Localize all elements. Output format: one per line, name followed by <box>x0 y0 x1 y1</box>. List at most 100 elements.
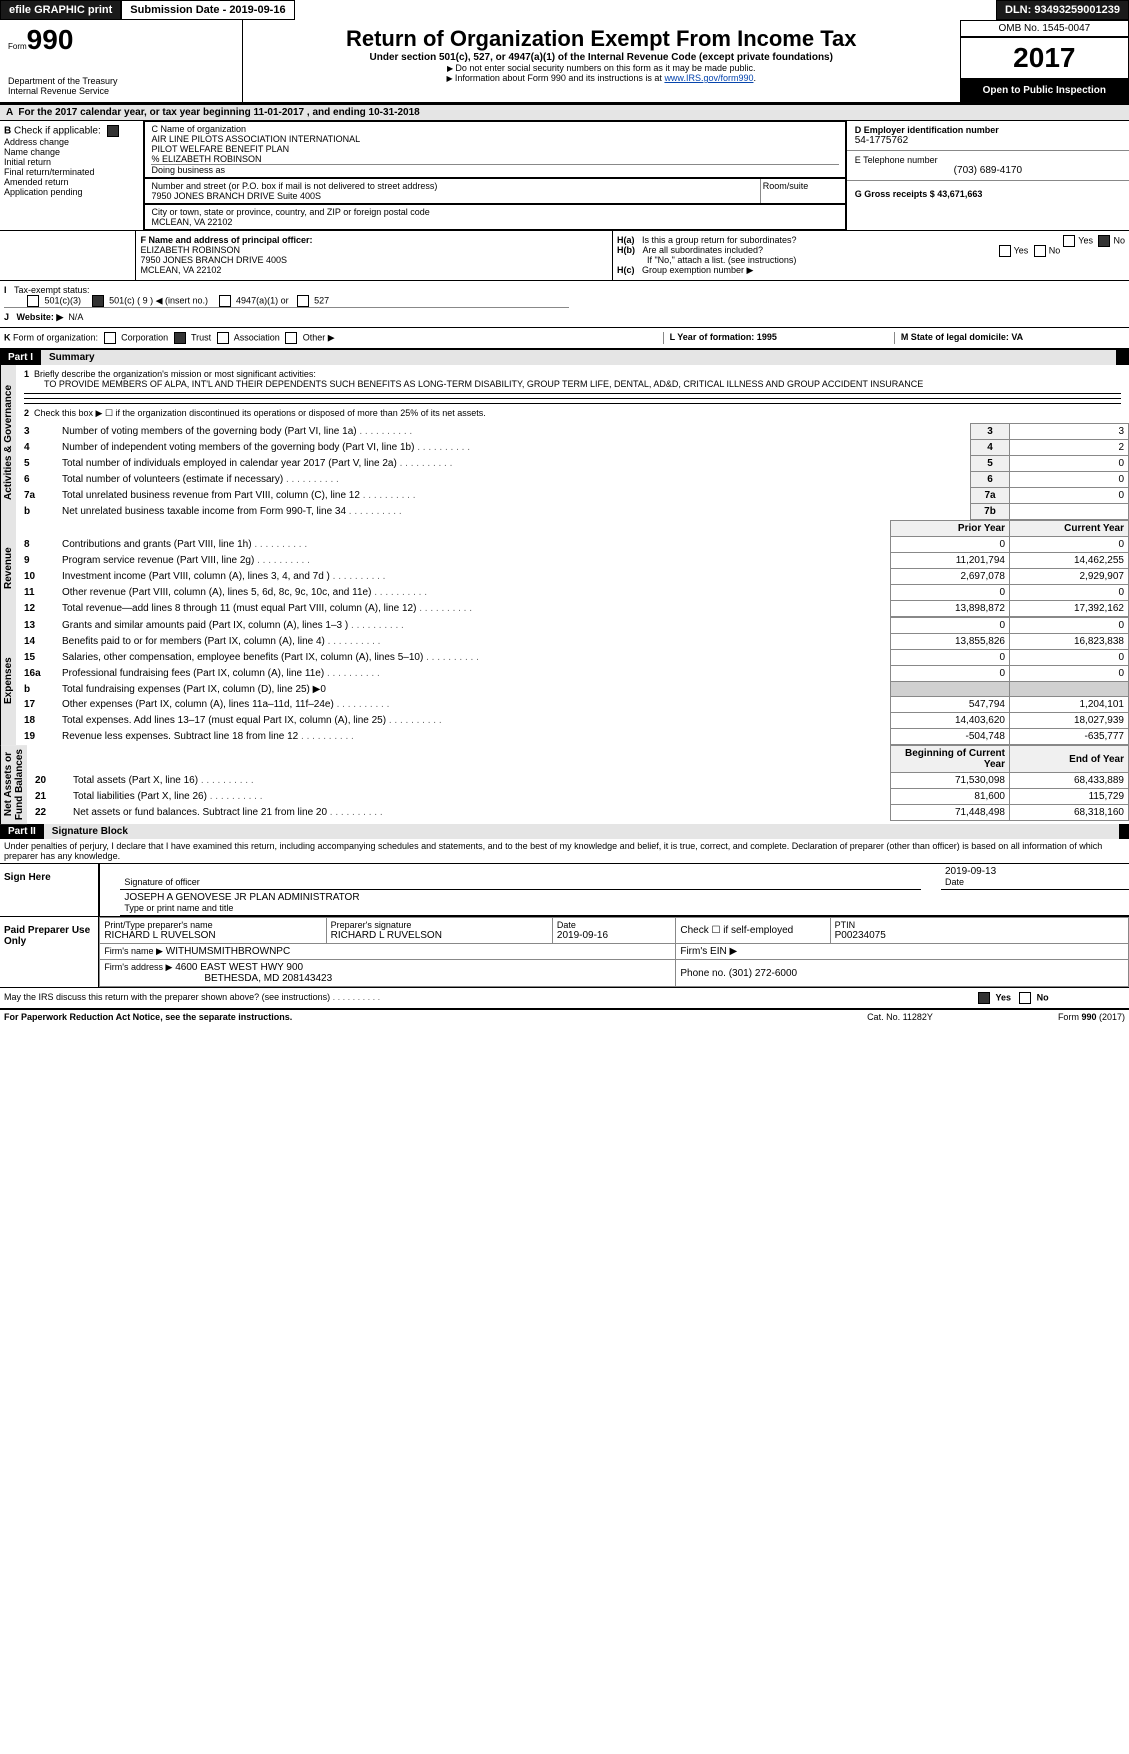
checkbox-icon <box>1063 235 1075 247</box>
form-number: 990 <box>27 24 74 55</box>
firm-phone: Phone no. (301) 272-6000 <box>676 960 1129 987</box>
period-line: A For the 2017 calendar year, or tax yea… <box>0 104 1129 121</box>
opt-trust: Trust <box>191 332 211 342</box>
chk-initial: Initial return <box>4 157 139 167</box>
firm-ein: Firm's EIN ▶ <box>676 944 1129 960</box>
firm-addr-label: Firm's address ▶ <box>104 962 172 972</box>
open-public: Open to Public Inspection <box>960 79 1129 102</box>
checkbox-icon <box>174 332 186 344</box>
state-domicile: M State of legal domicile: VA <box>901 332 1023 342</box>
officer-label: F Name and address of principal officer: <box>140 235 312 245</box>
prep-date: 2019-09-16 <box>557 930 671 941</box>
dba-label: Doing business as <box>151 164 838 175</box>
hb-label: Are all subordinates included? <box>642 245 763 255</box>
prep-sig-label: Preparer's signature <box>331 920 548 930</box>
org-name-1: AIR LINE PILOTS ASSOCIATION INTERNATIONA… <box>151 134 838 144</box>
opt-corp: Corporation <box>121 332 168 342</box>
tax-status-label: Tax-exempt status: <box>14 285 90 295</box>
form-prefix: Form <box>8 42 27 51</box>
irs-link[interactable]: www.IRS.gov/form990 <box>664 73 753 83</box>
note-ssn: Do not enter social security numbers on … <box>249 63 954 73</box>
checkbox-icon <box>285 332 297 344</box>
side-expenses: Expenses <box>0 617 16 745</box>
yes-label: Yes <box>1014 245 1029 255</box>
no-label: No <box>1113 235 1125 245</box>
officer-addr: 7950 JONES BRANCH DRIVE 400S <box>140 255 607 265</box>
mission-text: TO PROVIDE MEMBERS OF ALPA, INT'L AND TH… <box>24 379 1121 389</box>
phone: (703) 689-4170 <box>855 165 1121 176</box>
hc-label: Group exemption number ▶ <box>642 265 753 275</box>
prep-name-label: Print/Type preparer's name <box>104 920 321 930</box>
city: MCLEAN, VA 22102 <box>151 217 838 227</box>
street-address: 7950 JONES BRANCH DRIVE Suite 400S <box>151 191 753 201</box>
room-label: Room/suite <box>760 179 845 203</box>
note-info: Information about Form 990 and its instr… <box>446 73 664 83</box>
checkbox-icon <box>297 295 309 307</box>
officer-name-label: Type or print name and title <box>124 903 1125 913</box>
officer-name: ELIZABETH ROBINSON <box>140 245 607 255</box>
part2-title: Signature Block <box>44 824 1119 839</box>
irs: Internal Revenue Service <box>8 86 234 96</box>
discuss-yes: Yes <box>996 993 1012 1003</box>
form-subtitle: Under section 501(c), 527, or 4947(a)(1)… <box>249 52 954 63</box>
prep-name: RICHARD L RUVELSON <box>104 930 321 941</box>
form-title: Return of Organization Exempt From Incom… <box>249 26 954 52</box>
checkbox-icon <box>27 295 39 307</box>
sign-here: Sign Here <box>0 864 98 916</box>
expense-table: 13Grants and similar amounts paid (Part … <box>16 617 1129 745</box>
part1-title: Summary <box>41 350 1116 365</box>
opt-501c: 501(c) ( 9 ) ◀ (insert no.) <box>109 295 208 305</box>
box-b: B Check if applicable: Address change Na… <box>0 121 144 230</box>
cat-no: Cat. No. 11282Y <box>825 1012 975 1022</box>
part1-header: Part I <box>0 350 41 365</box>
opt-assoc: Association <box>234 332 280 342</box>
form-header: Form990 Department of the Treasury Inter… <box>0 20 1129 104</box>
side-netassets: Net Assets or Fund Balances <box>0 745 27 824</box>
ein-label: D Employer identification number <box>855 125 999 135</box>
org-name-2: PILOT WELFARE BENEFIT PLAN <box>151 144 838 154</box>
officer-printed-name: JOSEPH A GENOVESE JR PLAN ADMINISTRATOR <box>124 892 1125 903</box>
opt-501c3: 501(c)(3) <box>45 295 82 305</box>
paid-preparer: Paid Preparer Use Only <box>0 917 98 987</box>
penalty-text: Under penalties of perjury, I declare th… <box>0 839 1129 863</box>
chk-address: Address change <box>4 137 139 147</box>
firm-label: Firm's name ▶ <box>104 946 163 956</box>
discuss-no: No <box>1037 993 1049 1003</box>
ptin-label: PTIN <box>835 920 1124 930</box>
omb: OMB No. 1545-0047 <box>960 20 1129 37</box>
checkbox-icon <box>104 332 116 344</box>
period-text: For the 2017 calendar year, or tax year … <box>18 107 419 118</box>
yes-label: Yes <box>1078 235 1093 245</box>
checkbox-icon <box>107 125 119 137</box>
tax-year: 2017 <box>960 37 1129 79</box>
mission-label: Briefly describe the organization's miss… <box>34 369 316 379</box>
discontinued-label: Check this box ▶ ☐ if the organization d… <box>34 408 486 418</box>
form-org-label: Form of organization: <box>13 332 98 342</box>
website: N/A <box>68 312 83 322</box>
gross-receipts: G Gross receipts $ 43,671,663 <box>855 189 983 199</box>
box-b-title: Check if applicable: <box>14 126 101 137</box>
dept: Department of the Treasury <box>8 76 234 86</box>
discuss-label: May the IRS discuss this return with the… <box>4 992 975 1004</box>
checkbox-icon <box>219 295 231 307</box>
opt-4947: 4947(a)(1) or <box>236 295 289 305</box>
pra-notice: For Paperwork Reduction Act Notice, see … <box>4 1012 292 1022</box>
checkbox-icon <box>1098 235 1110 247</box>
city-label: City or town, state or province, country… <box>151 207 838 217</box>
governance-table: 3Number of voting members of the governi… <box>16 423 1129 520</box>
checkbox-icon <box>999 245 1011 257</box>
ein: 54-1775762 <box>855 135 1121 146</box>
website-label: Website: ▶ <box>17 312 64 322</box>
dln: DLN: 93493259001239 <box>996 0 1129 20</box>
checkbox-icon <box>1034 245 1046 257</box>
self-employed: Check ☐ if self-employed <box>676 918 830 944</box>
org-name-3: % ELIZABETH ROBINSON <box>151 154 838 164</box>
side-revenue: Revenue <box>0 520 16 617</box>
sig-officer-label: Signature of officer <box>124 877 917 887</box>
chk-pending: Application pending <box>4 187 139 197</box>
firm-city: BETHESDA, MD 208143423 <box>104 973 332 984</box>
ha-label: Is this a group return for subordinates? <box>642 235 797 245</box>
chk-name: Name change <box>4 147 139 157</box>
sig-date: 2019-09-13 <box>945 866 1125 877</box>
sig-date-label: Date <box>945 877 1125 887</box>
